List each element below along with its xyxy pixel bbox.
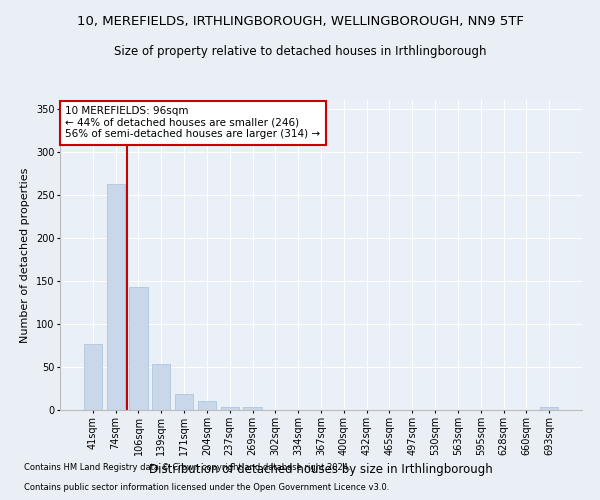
Text: 10, MEREFIELDS, IRTHLINGBOROUGH, WELLINGBOROUGH, NN9 5TF: 10, MEREFIELDS, IRTHLINGBOROUGH, WELLING… [77,15,523,28]
Bar [84,344,102,410]
Bar [540,408,558,410]
Text: 10 MEREFIELDS: 96sqm
← 44% of detached houses are smaller (246)
56% of semi-deta: 10 MEREFIELDS: 96sqm ← 44% of detached h… [65,106,320,140]
Bar [221,406,239,410]
Bar [198,402,216,410]
X-axis label: Distribution of detached houses by size in Irthlingborough: Distribution of detached houses by size … [149,464,493,476]
Bar [244,408,262,410]
Bar [107,184,125,410]
Bar [175,394,193,410]
Y-axis label: Number of detached properties: Number of detached properties [20,168,30,342]
Text: Size of property relative to detached houses in Irthlingborough: Size of property relative to detached ho… [114,45,486,58]
Text: Contains public sector information licensed under the Open Government Licence v3: Contains public sector information licen… [24,484,389,492]
Text: Contains HM Land Registry data © Crown copyright and database right 2024.: Contains HM Land Registry data © Crown c… [24,464,350,472]
Bar [130,287,148,410]
Bar [152,364,170,410]
